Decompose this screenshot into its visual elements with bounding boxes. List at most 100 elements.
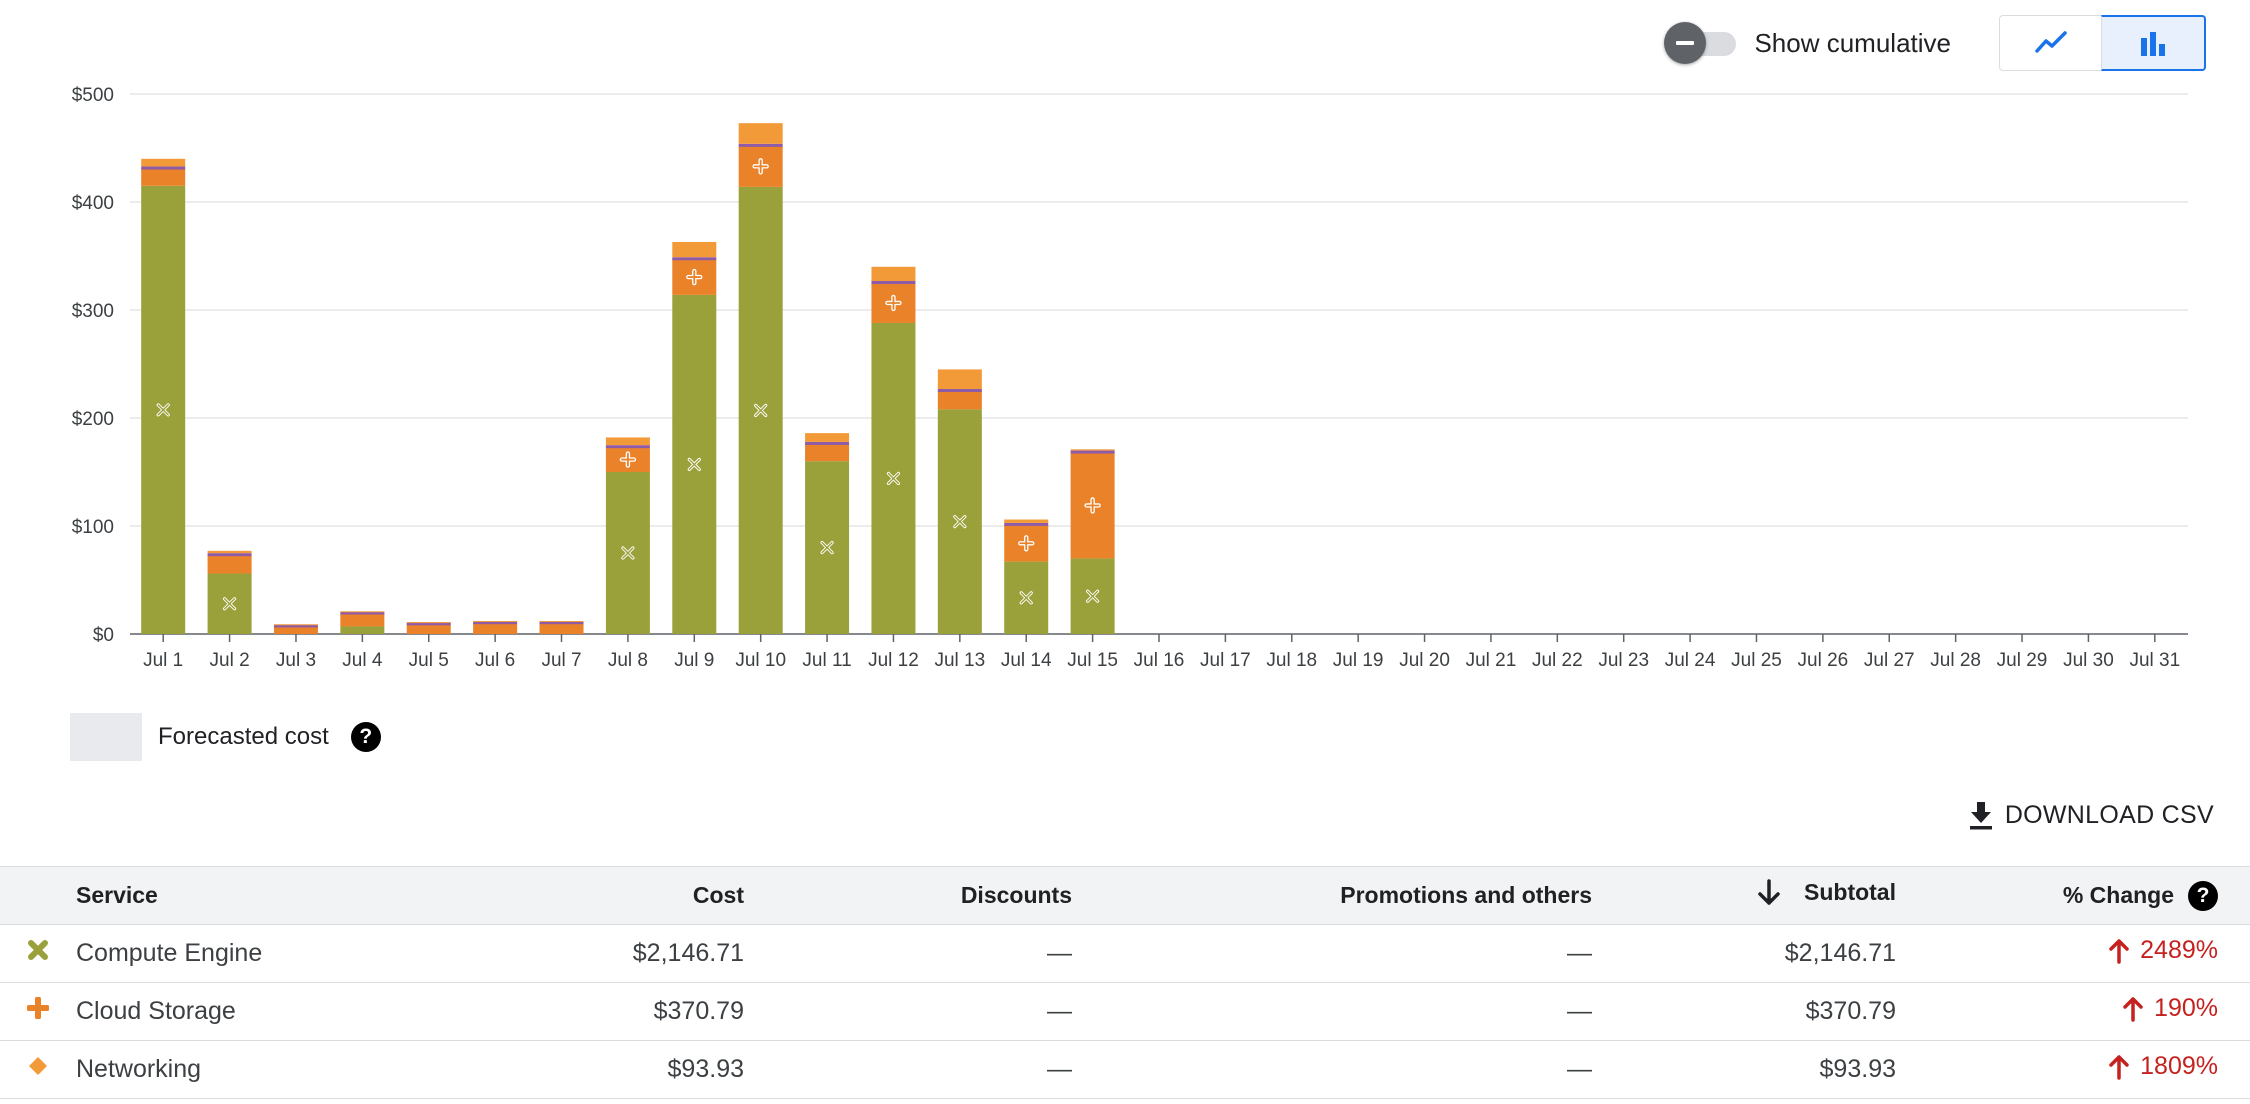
header-change[interactable]: % Change ? — [1896, 866, 2250, 925]
show-cumulative-label: Show cumulative — [1754, 27, 1951, 58]
bar-chart-icon — [2141, 32, 2165, 56]
bar-chart-button[interactable] — [2101, 15, 2206, 71]
subtotal-value: $93.93 — [1592, 1040, 1896, 1099]
table-row[interactable]: Cloud Storage $370.79 — — $370.79 190% — [0, 982, 2250, 1041]
subtotal-value: $2,146.71 — [1592, 924, 1896, 983]
cross-marker-inner — [887, 472, 900, 485]
bar-separator — [539, 621, 584, 625]
line-chart-icon — [2035, 31, 2067, 53]
y-tick-label: $400 — [72, 193, 114, 214]
chart-legend: Forecasted cost ? — [70, 713, 381, 761]
header-subtotal[interactable]: Subtotal — [1592, 866, 1896, 925]
plus-marker-inner — [753, 159, 768, 174]
x-tick-label: Jul 5 — [409, 650, 449, 671]
x-tick-label: Jul 23 — [1598, 650, 1649, 671]
bar-cloud-storage — [406, 624, 451, 634]
bar-networking — [539, 621, 584, 623]
bar-separator — [340, 611, 385, 615]
bar-cloud-storage — [207, 555, 252, 574]
y-tick-label: $300 — [72, 301, 114, 322]
cross-marker-inner — [223, 598, 236, 610]
cost-bar-chart: $0 $100 $200 $300 $400 $500 Jul 1 Jul 2 Jul 3 Jul… — [72, 85, 2188, 671]
chart-toolbar: Show cumulative — [1664, 14, 2206, 72]
x-tick-label: Jul 4 — [342, 650, 383, 671]
bar-cloud-storage — [539, 623, 584, 634]
y-tick-label: $200 — [72, 409, 114, 430]
x-tick-label: Jul 2 — [210, 650, 250, 671]
plus-icon — [26, 996, 50, 1025]
forecasted-cost-swatch — [70, 713, 142, 761]
bar-networking — [473, 621, 518, 623]
x-tick-label: Jul 29 — [1997, 650, 2048, 671]
download-csv-button[interactable]: DOWNLOAD CSV — [1967, 800, 2214, 830]
bar-cloud-storage — [340, 613, 385, 627]
header-promotions[interactable]: Promotions and others — [1072, 866, 1592, 925]
chart-type-selector — [1999, 15, 2206, 71]
cross-icon — [27, 939, 49, 967]
bar-networking — [805, 433, 850, 442]
bar-separator — [406, 622, 451, 626]
help-icon[interactable]: ? — [2188, 880, 2218, 911]
x-tick-label: Jul 20 — [1399, 650, 1450, 671]
cross-marker-inner — [688, 458, 700, 471]
help-icon[interactable]: ? — [350, 722, 381, 752]
arrow-up-icon — [2109, 1055, 2129, 1080]
header-subtotal-label: Subtotal — [1804, 879, 1896, 905]
bar-networking — [605, 437, 650, 446]
x-tick-label: Jul 1 — [143, 650, 183, 671]
bar-cloud-storage — [937, 391, 982, 410]
discounts-value: — — [744, 982, 1072, 1041]
table-row[interactable]: Compute Engine $2,146.71 — — $2,146.71 2… — [0, 924, 2250, 983]
bar-networking — [406, 622, 451, 624]
bar-cloud-storage — [141, 168, 186, 186]
x-tick-label: Jul 3 — [276, 650, 316, 671]
x-tick-label: Jul 31 — [2129, 650, 2180, 671]
bar-networking — [207, 550, 252, 554]
x-tick-label: Jul 12 — [868, 650, 919, 671]
sort-descending-icon — [1758, 878, 1780, 905]
x-tick-label: Jul 15 — [1067, 650, 1118, 671]
forecasted-cost-label: Forecasted cost — [158, 723, 329, 750]
line-chart-button[interactable] — [2000, 16, 2102, 68]
x-tick-label: Jul 8 — [608, 650, 648, 671]
cross-marker-inner — [157, 404, 169, 416]
plus-marker-inner — [687, 270, 702, 284]
plus-marker-inner — [1085, 498, 1100, 513]
bar-separator — [605, 445, 650, 449]
services-cost-table: Service Cost Discounts Promotions and ot… — [0, 866, 2250, 1099]
change-value: 1809% — [2140, 1052, 2218, 1081]
x-tick-label: Jul 19 — [1333, 650, 1384, 671]
bar-compute-engine — [340, 626, 385, 634]
bar-networking — [1070, 449, 1115, 451]
bar-separator — [473, 621, 518, 625]
bar-separator — [273, 624, 318, 628]
x-tick-label: Jul 9 — [674, 650, 714, 671]
x-tick-label: Jul 25 — [1731, 650, 1782, 671]
cross-marker-inner — [1086, 590, 1099, 602]
bar-separator — [141, 166, 186, 170]
service-name: Cloud Storage — [76, 982, 306, 1041]
header-cost[interactable]: Cost — [306, 866, 744, 925]
x-tick-label: Jul 30 — [2063, 650, 2114, 671]
x-tick-label: Jul 22 — [1532, 650, 1583, 671]
bar-networking — [1004, 519, 1049, 523]
change-value: 2489% — [2140, 936, 2218, 965]
show-cumulative-toggle[interactable] — [1664, 22, 1737, 64]
plus-marker-inner — [886, 296, 901, 310]
header-service[interactable]: Service — [76, 866, 306, 925]
header-discounts[interactable]: Discounts — [744, 866, 1072, 925]
x-tick-label: Jul 10 — [735, 650, 786, 671]
download-icon — [1969, 802, 1992, 830]
x-tick-label: Jul 11 — [802, 650, 851, 671]
bar-cloud-storage — [273, 626, 318, 634]
promotions-value: — — [1072, 924, 1592, 983]
bar-separator — [871, 281, 916, 284]
header-change-label: % Change — [2062, 882, 2174, 908]
subtotal-value: $370.79 — [1592, 982, 1896, 1041]
bar-separator — [207, 553, 252, 557]
cross-marker-inner — [754, 404, 767, 417]
cost-value: $370.79 — [306, 982, 744, 1041]
table-row[interactable]: Networking $93.93 — — $93.93 1809% — [0, 1040, 2250, 1099]
cross-marker-inner — [1020, 592, 1032, 604]
bar-networking — [937, 369, 982, 389]
